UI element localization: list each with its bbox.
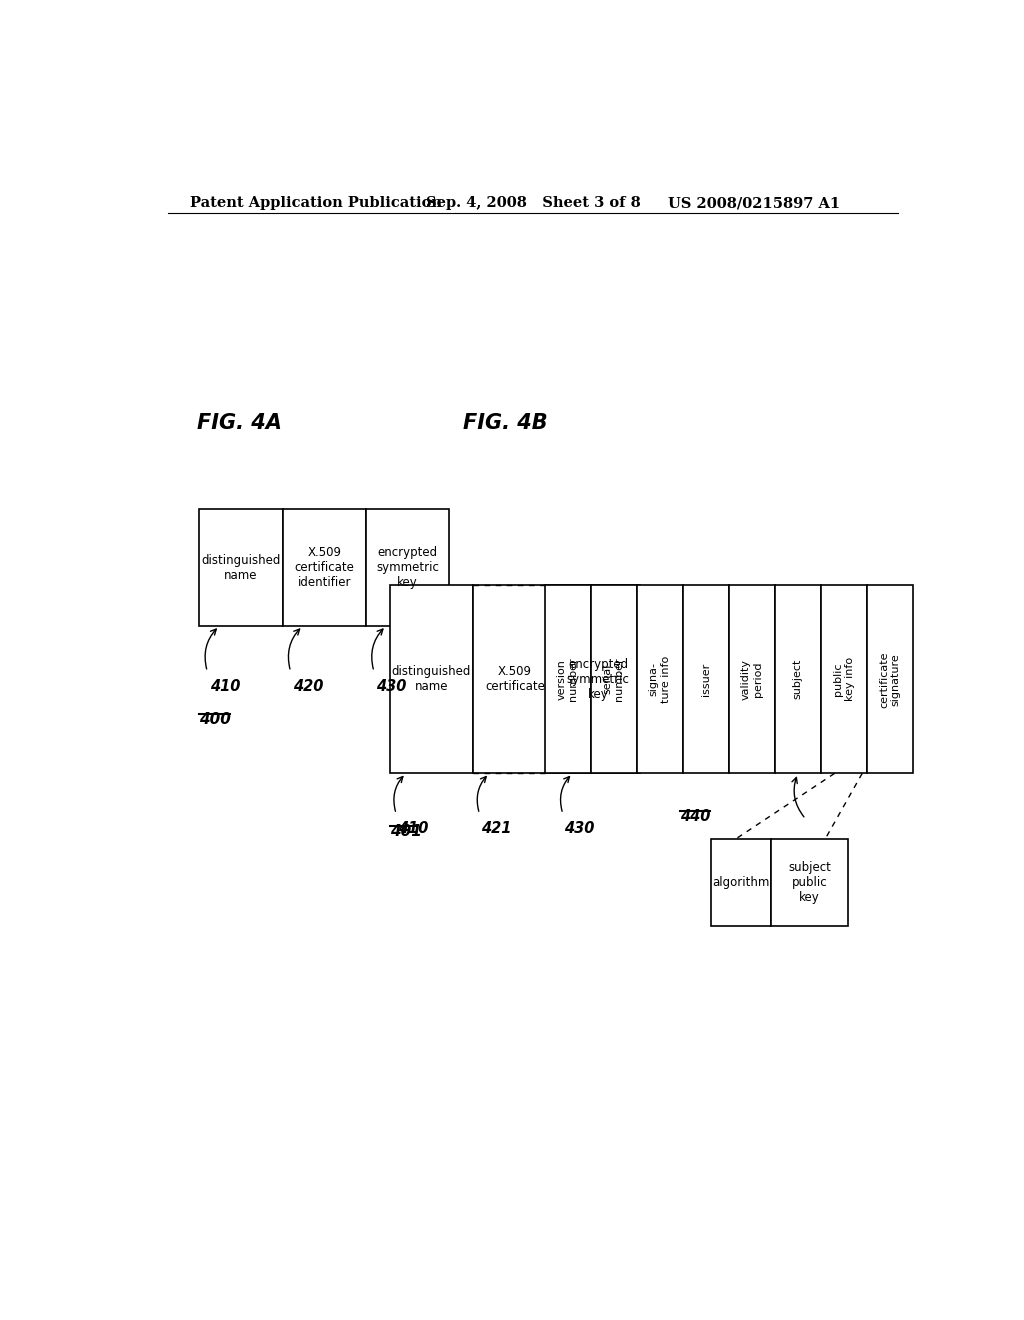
Bar [473,585,557,774]
Text: distinguished
name: distinguished name [392,665,471,693]
Bar [283,510,367,626]
Text: algorithm: algorithm [713,876,770,890]
Text: 421: 421 [481,821,512,836]
Text: validity
period: validity period [741,659,763,700]
Text: 430: 430 [377,678,407,694]
Text: public
key info: public key info [834,657,855,701]
Bar [867,585,912,774]
Text: 440: 440 [680,809,710,824]
Bar [712,840,771,925]
Text: Patent Application Publication: Patent Application Publication [189,195,442,210]
Text: certificate
signature: certificate signature [879,651,901,708]
Bar [771,840,848,925]
Bar [390,585,473,774]
Text: FIG. 4B: FIG. 4B [463,413,547,433]
Text: Sep. 4, 2008   Sheet 3 of 8: Sep. 4, 2008 Sheet 3 of 8 [426,195,640,210]
Text: subject
public
key: subject public key [788,861,830,904]
Bar [200,510,283,626]
Bar [637,585,683,774]
Text: FIG. 4A: FIG. 4A [197,413,282,433]
Text: 401: 401 [390,824,422,840]
Text: 400: 400 [200,713,231,727]
Text: X.509
certificate
identifier: X.509 certificate identifier [295,546,354,589]
Bar [545,585,591,774]
Bar [557,585,640,774]
Text: signa-
ture info: signa- ture info [649,656,671,704]
Bar [367,510,450,626]
Text: US 2008/0215897 A1: US 2008/0215897 A1 [668,195,840,210]
Text: encrypted
symmetric
key: encrypted symmetric key [376,546,439,589]
Text: 420: 420 [293,678,324,694]
Bar [775,585,821,774]
Text: encrypted
symmetric
key: encrypted symmetric key [566,657,630,701]
Text: version
number: version number [557,657,579,701]
Text: 430: 430 [564,821,595,836]
Text: 410: 410 [397,821,428,836]
Bar [821,585,867,774]
Text: serial
number: serial number [603,657,625,701]
Text: X.509
certificate: X.509 certificate [485,665,545,693]
Bar [683,585,729,774]
Text: distinguished
name: distinguished name [202,553,281,582]
Text: issuer: issuer [700,663,711,696]
Text: subject: subject [793,659,803,700]
Bar [591,585,637,774]
Text: 410: 410 [210,678,240,694]
Bar [729,585,775,774]
